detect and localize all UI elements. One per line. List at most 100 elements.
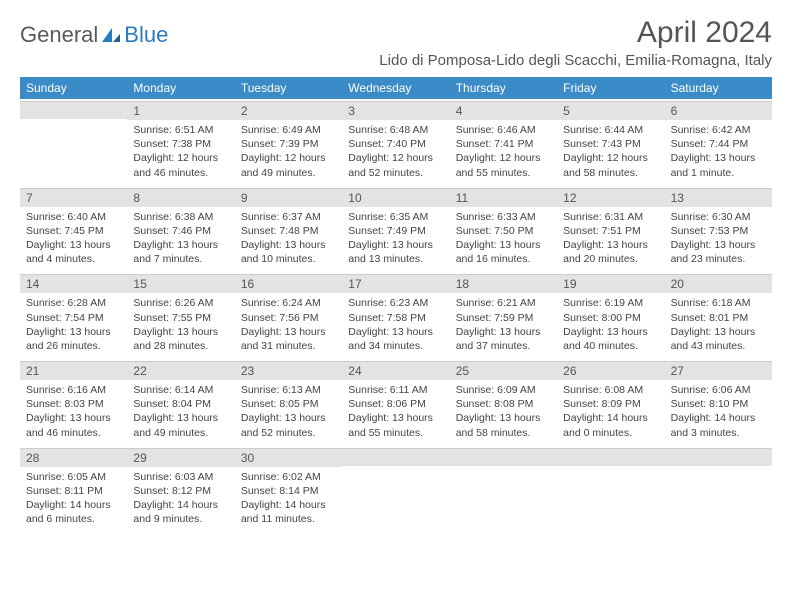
calendar-day: 21Sunrise: 6:16 AMSunset: 8:03 PMDayligh… (20, 359, 127, 446)
calendar: SundayMondayTuesdayWednesdayThursdayFrid… (20, 77, 772, 532)
daylight-line: Daylight: 13 hours and 49 minutes. (133, 411, 228, 439)
calendar-day: 4Sunrise: 6:46 AMSunset: 7:41 PMDaylight… (450, 99, 557, 186)
day-number: 5 (557, 101, 664, 120)
sunrise-line: Sunrise: 6:18 AM (671, 296, 766, 310)
day-number: 1 (127, 101, 234, 120)
day-details: Sunrise: 6:35 AMSunset: 7:49 PMDaylight:… (342, 207, 449, 273)
day-details: Sunrise: 6:13 AMSunset: 8:05 PMDaylight:… (235, 380, 342, 446)
day-details: Sunrise: 6:49 AMSunset: 7:39 PMDaylight:… (235, 120, 342, 186)
day-number: 11 (450, 188, 557, 207)
day-details: Sunrise: 6:06 AMSunset: 8:10 PMDaylight:… (665, 380, 772, 446)
sunrise-line: Sunrise: 6:21 AM (456, 296, 551, 310)
calendar-day: 3Sunrise: 6:48 AMSunset: 7:40 PMDaylight… (342, 99, 449, 186)
daylight-line: Daylight: 13 hours and 40 minutes. (563, 325, 658, 353)
day-details: Sunrise: 6:11 AMSunset: 8:06 PMDaylight:… (342, 380, 449, 446)
day-number: 19 (557, 274, 664, 293)
daylight-line: Daylight: 13 hours and 23 minutes. (671, 238, 766, 266)
calendar-week: 21Sunrise: 6:16 AMSunset: 8:03 PMDayligh… (20, 359, 772, 446)
day-number: 8 (127, 188, 234, 207)
sunrise-line: Sunrise: 6:35 AM (348, 210, 443, 224)
sunset-line: Sunset: 7:38 PM (133, 137, 228, 151)
day-details: Sunrise: 6:28 AMSunset: 7:54 PMDaylight:… (20, 293, 127, 359)
calendar-day: 20Sunrise: 6:18 AMSunset: 8:01 PMDayligh… (665, 272, 772, 359)
day-number (450, 448, 557, 466)
sunrise-line: Sunrise: 6:19 AM (563, 296, 658, 310)
sunset-line: Sunset: 7:55 PM (133, 311, 228, 325)
day-number (342, 448, 449, 466)
sunset-line: Sunset: 7:48 PM (241, 224, 336, 238)
sunset-line: Sunset: 7:54 PM (26, 311, 121, 325)
sunrise-line: Sunrise: 6:37 AM (241, 210, 336, 224)
logo-text-blue: Blue (124, 22, 168, 48)
day-details: Sunrise: 6:16 AMSunset: 8:03 PMDaylight:… (20, 380, 127, 446)
sunrise-line: Sunrise: 6:08 AM (563, 383, 658, 397)
calendar-day: 11Sunrise: 6:33 AMSunset: 7:50 PMDayligh… (450, 186, 557, 273)
sunrise-line: Sunrise: 6:30 AM (671, 210, 766, 224)
calendar-day: 1Sunrise: 6:51 AMSunset: 7:38 PMDaylight… (127, 99, 234, 186)
day-number: 22 (127, 361, 234, 380)
daylight-line: Daylight: 13 hours and 28 minutes. (133, 325, 228, 353)
day-details: Sunrise: 6:18 AMSunset: 8:01 PMDaylight:… (665, 293, 772, 359)
sunset-line: Sunset: 8:06 PM (348, 397, 443, 411)
calendar-day: 9Sunrise: 6:37 AMSunset: 7:48 PMDaylight… (235, 186, 342, 273)
day-number: 30 (235, 448, 342, 467)
sunset-line: Sunset: 7:53 PM (671, 224, 766, 238)
daylight-line: Daylight: 12 hours and 52 minutes. (348, 151, 443, 179)
day-number: 13 (665, 188, 772, 207)
calendar-day: 24Sunrise: 6:11 AMSunset: 8:06 PMDayligh… (342, 359, 449, 446)
daylight-line: Daylight: 13 hours and 10 minutes. (241, 238, 336, 266)
day-details: Sunrise: 6:51 AMSunset: 7:38 PMDaylight:… (127, 120, 234, 186)
sunrise-line: Sunrise: 6:31 AM (563, 210, 658, 224)
calendar-day: 10Sunrise: 6:35 AMSunset: 7:49 PMDayligh… (342, 186, 449, 273)
sunrise-line: Sunrise: 6:13 AM (241, 383, 336, 397)
day-number (557, 448, 664, 466)
sunset-line: Sunset: 7:40 PM (348, 137, 443, 151)
day-details: Sunrise: 6:24 AMSunset: 7:56 PMDaylight:… (235, 293, 342, 359)
calendar-day-empty (665, 446, 772, 533)
sunset-line: Sunset: 7:43 PM (563, 137, 658, 151)
daylight-line: Daylight: 12 hours and 58 minutes. (563, 151, 658, 179)
day-details: Sunrise: 6:48 AMSunset: 7:40 PMDaylight:… (342, 120, 449, 186)
daylight-line: Daylight: 13 hours and 4 minutes. (26, 238, 121, 266)
daylight-line: Daylight: 13 hours and 58 minutes. (456, 411, 551, 439)
day-number: 17 (342, 274, 449, 293)
calendar-day: 25Sunrise: 6:09 AMSunset: 8:08 PMDayligh… (450, 359, 557, 446)
daylight-line: Daylight: 14 hours and 0 minutes. (563, 411, 658, 439)
calendar-week: 7Sunrise: 6:40 AMSunset: 7:45 PMDaylight… (20, 186, 772, 273)
daylight-line: Daylight: 13 hours and 20 minutes. (563, 238, 658, 266)
calendar-day-empty (20, 99, 127, 186)
calendar-day-empty (450, 446, 557, 533)
daylight-line: Daylight: 13 hours and 52 minutes. (241, 411, 336, 439)
weekday-label: Tuesday (235, 77, 342, 99)
calendar-day: 19 Sunrise: 6:19 AMSunset: 8:00 PMDayligh… (557, 272, 664, 359)
day-details: Sunrise: 6:46 AMSunset: 7:41 PMDaylight:… (450, 120, 557, 186)
sunrise-line: Sunrise: 6:51 AM (133, 123, 228, 137)
day-details (665, 466, 772, 526)
sunrise-line: Sunrise: 6:02 AM (241, 470, 336, 484)
day-number: 20 (665, 274, 772, 293)
calendar-day: 18Sunrise: 6:21 AMSunset: 7:59 PMDayligh… (450, 272, 557, 359)
calendar-day: 13 Sunrise: 6:30 AMSunset: 7:53 PMDayligh… (665, 186, 772, 273)
sunset-line: Sunset: 7:58 PM (348, 311, 443, 325)
day-details (557, 466, 664, 526)
calendar-week: 28Sunrise: 6:05 AMSunset: 8:11 PMDayligh… (20, 446, 772, 533)
calendar-day: 12Sunrise: 6:31 AMSunset: 7:51 PMDayligh… (557, 186, 664, 273)
sunrise-line: Sunrise: 6:03 AM (133, 470, 228, 484)
weekday-label: Saturday (665, 77, 772, 99)
day-number: 28 (20, 448, 127, 467)
sunset-line: Sunset: 7:49 PM (348, 224, 443, 238)
weekday-label: Sunday (20, 77, 127, 99)
sunset-line: Sunset: 8:11 PM (26, 484, 121, 498)
day-number: 15 (127, 274, 234, 293)
day-number: 4 (450, 101, 557, 120)
daylight-line: Daylight: 13 hours and 7 minutes. (133, 238, 228, 266)
day-details (20, 119, 127, 179)
sunset-line: Sunset: 8:00 PM (563, 311, 658, 325)
daylight-line: Daylight: 14 hours and 11 minutes. (241, 498, 336, 526)
day-details (342, 466, 449, 526)
header: General Blue April 2024 Lido di Pomposa-… (20, 16, 772, 69)
day-number (665, 448, 772, 466)
daylight-line: Daylight: 13 hours and 13 minutes. (348, 238, 443, 266)
sunset-line: Sunset: 8:03 PM (26, 397, 121, 411)
day-details: Sunrise: 6:44 AMSunset: 7:43 PMDaylight:… (557, 120, 664, 186)
